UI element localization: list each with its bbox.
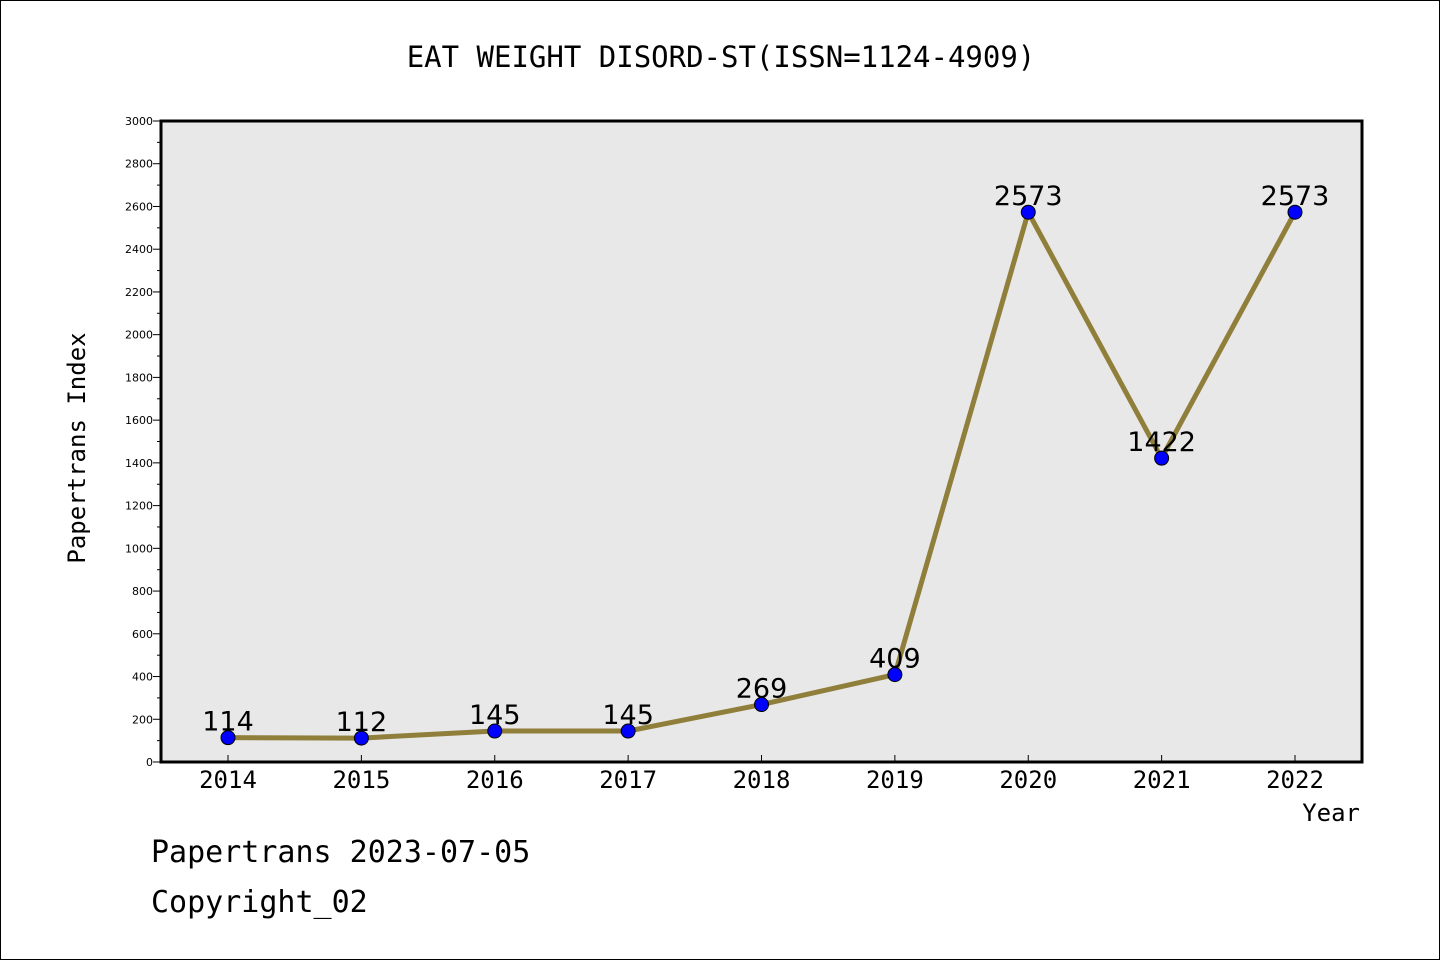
x-tick-label-1: 2015 [332,766,390,794]
data-point-2021 [1154,450,1170,466]
y-tick-label-12: 2400 [125,243,153,256]
plot-area [159,119,1364,764]
data-label-2016: 145 [469,700,521,731]
y-tick-label-4: 800 [132,585,153,598]
x-axis: 2014 2015 2016 2017 2018 2019 2020 2021 2022 [199,755,1324,794]
footer-source-date: Papertrans 2023-07-05 [151,835,531,870]
x-tick-label-4: 2018 [733,766,791,794]
y-tick-label-2: 400 [132,671,153,684]
series-1 [220,204,1303,746]
y-tick-label-3: 600 [132,628,153,641]
y-axis: 0 200 400 600 800 1000 1200 1400 1600 1800 2000 220… [125,115,161,769]
data-label-2015: 112 [336,707,388,738]
data-point-2018 [754,697,769,713]
data-label-2017: 145 [602,700,654,731]
data-label-2019: 409 [869,644,921,675]
y-tick-label-5: 1000 [125,542,153,555]
x-tick-label-2: 2016 [466,766,524,794]
x-tick-label-6: 2020 [999,766,1057,794]
y-axis-label: Papertrans Index [63,332,91,563]
data-label-2014: 114 [202,707,254,738]
data-point-2014 [220,730,236,746]
y-tick-label-7: 1400 [125,457,153,470]
y-tick-label-11: 2200 [125,286,153,299]
footer-copyright: Copyright_02 [151,885,368,920]
data-labels: 114 112 145 145 269 409 2573 1422 2573 [202,181,1329,738]
x-tick-label-5: 2019 [866,766,924,794]
y-tick-label-9: 1800 [125,371,153,384]
y-tick-label-14: 2800 [125,158,153,171]
x-tick-label-8: 2022 [1266,766,1324,794]
data-point-2017 [620,723,636,739]
data-point-2016 [487,723,503,739]
data-point-2020 [1020,204,1036,220]
data-point-2022 [1287,204,1303,220]
data-label-2020: 2573 [994,181,1063,212]
data-label-2018: 269 [736,674,788,705]
x-axis-label: Year [1302,799,1360,827]
x-tick-label-3: 2017 [599,766,657,794]
data-point-2015 [353,730,369,746]
y-tick-label-13: 2600 [125,200,153,213]
y-tick-label-10: 2000 [125,329,153,342]
y-tick-label-8: 1600 [125,414,153,427]
y-tick-label-15: 3000 [125,115,153,128]
x-tick-label-7: 2021 [1133,766,1191,794]
y-tick-label-6: 1200 [125,500,153,513]
chart-title: EAT WEIGHT DISORD-ST(ISSN=1124-4909) [407,40,1036,74]
data-label-2021: 1422 [1127,427,1196,458]
y-tick-label-0: 0 [146,756,153,769]
data-point-2019 [887,667,903,683]
data-label-2022: 2573 [1261,181,1330,212]
y-tick-label-1: 200 [132,713,153,726]
x-tick-label-0: 2014 [199,766,257,794]
